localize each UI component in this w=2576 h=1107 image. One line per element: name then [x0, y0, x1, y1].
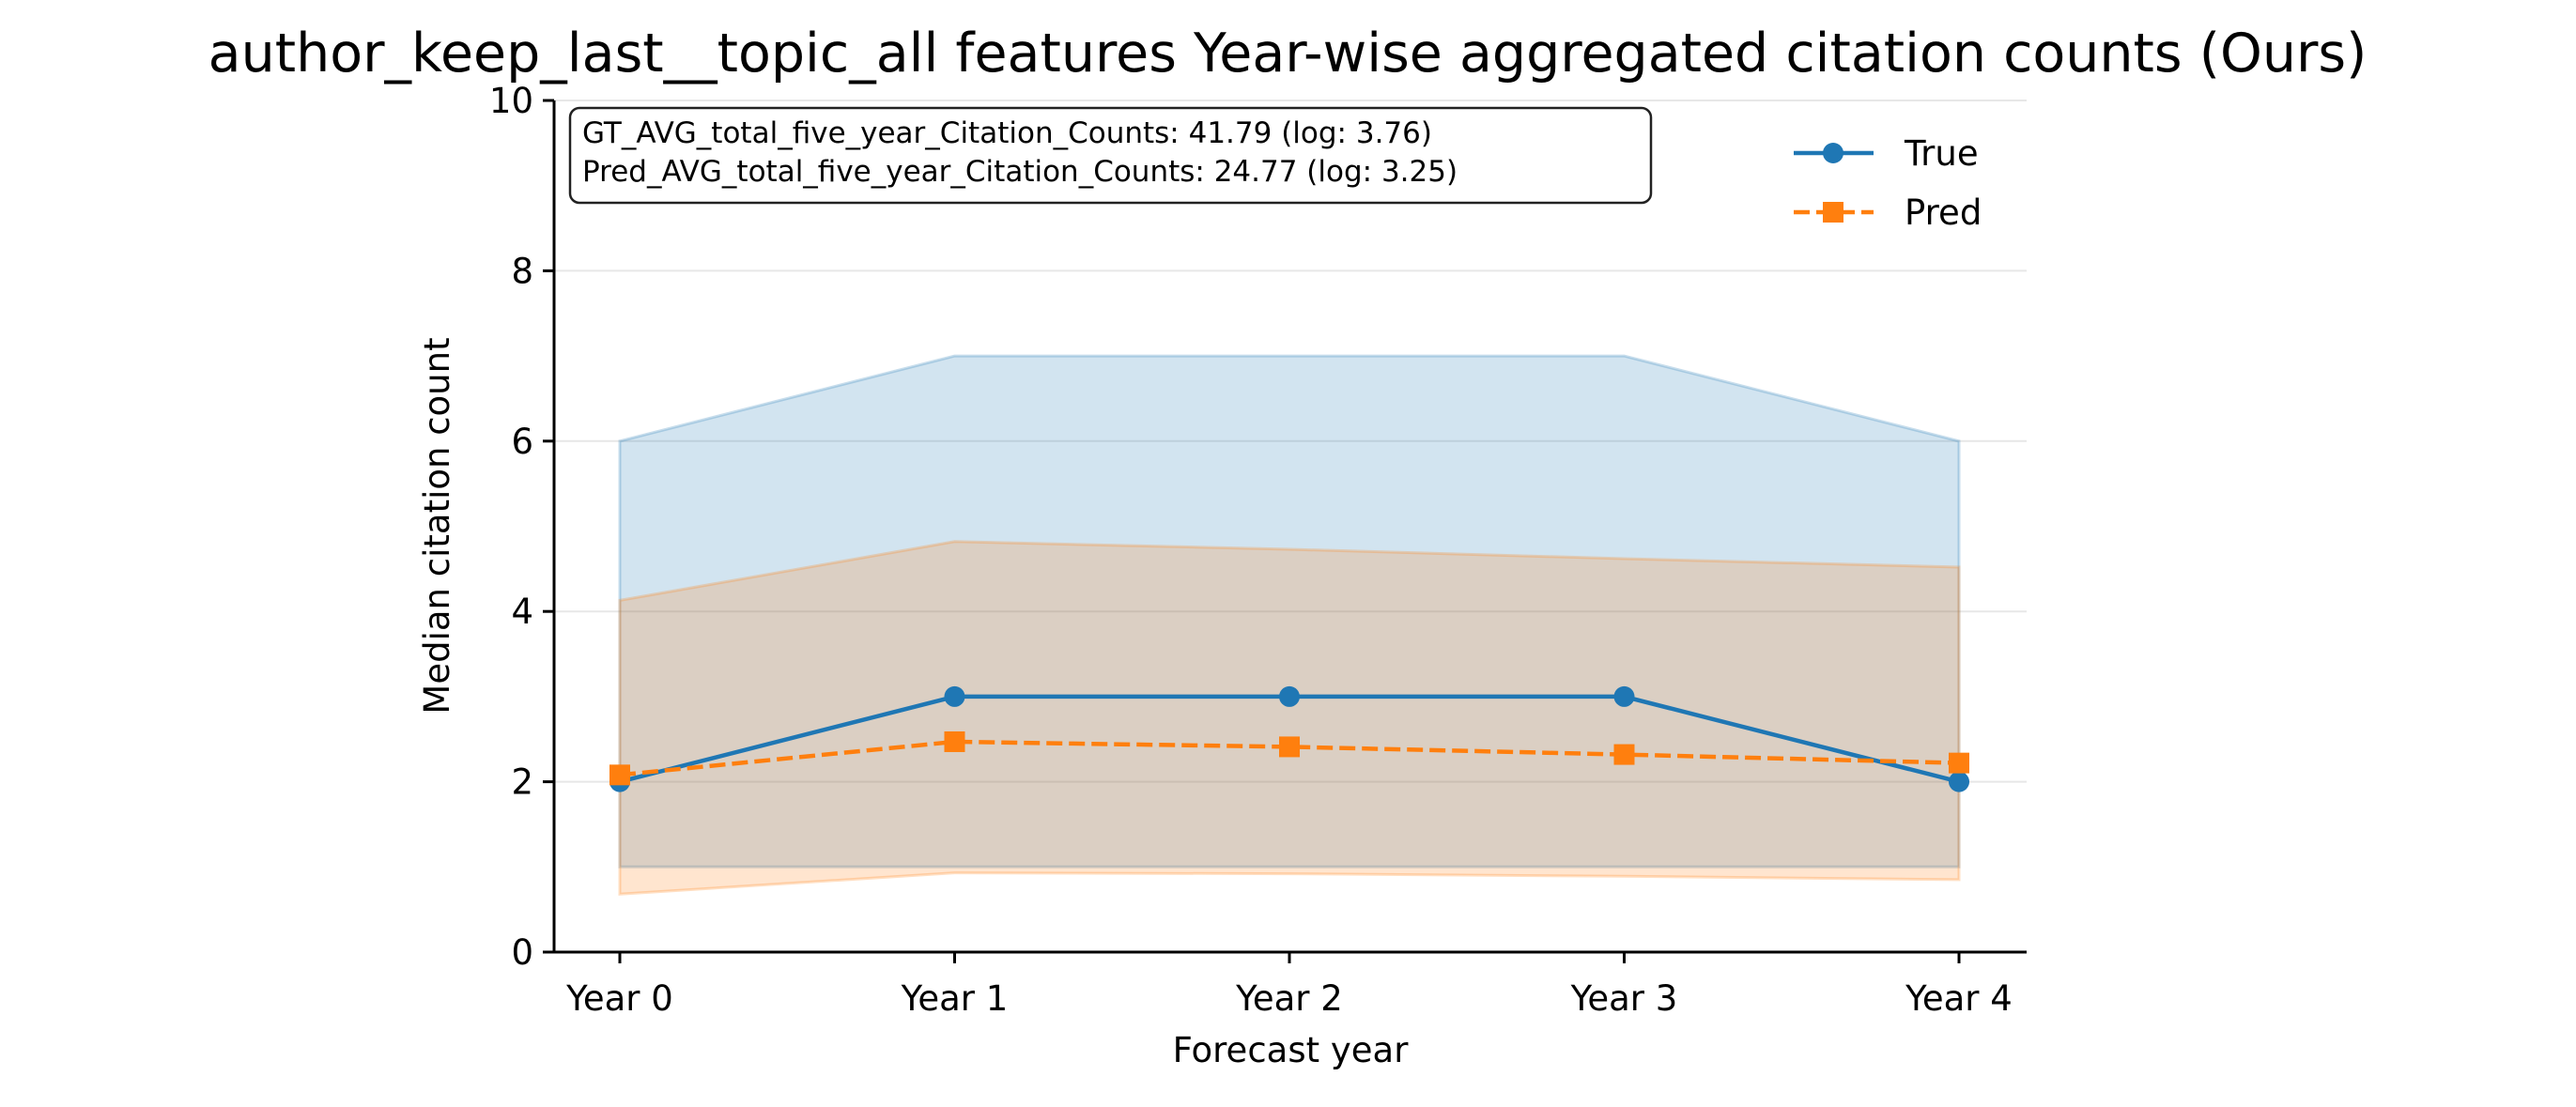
line-pred	[619, 739, 1960, 777]
x-tick-label: Year 0	[565, 978, 673, 1019]
point-pred	[609, 764, 630, 786]
y-tick-label: 8	[511, 251, 533, 291]
point-pred	[1279, 736, 1300, 758]
y-tick-label: 6	[511, 422, 533, 462]
y-ticks: 0 2 4 6 8 10	[489, 81, 554, 973]
band-pred	[618, 540, 1961, 896]
x-tick-label: Year 3	[1570, 978, 1678, 1019]
x-tick-label: Year 4	[1905, 978, 2013, 1019]
legend-label-pred: Pred	[1905, 192, 1982, 233]
y-axis-label: Median citation count	[417, 337, 457, 714]
legend-label-true: True	[1904, 133, 1979, 174]
chart-title: author_keep_last__topic_all features Yea…	[208, 23, 2368, 85]
stats-annotation-line-2: Pred_AVG_total_five_year_Citation_Counts…	[582, 155, 1458, 189]
x-tick-label: Year 2	[1235, 978, 1343, 1019]
point-pred	[944, 730, 965, 752]
x-axis-label: Forecast year	[1173, 1030, 1410, 1070]
legend-marker-pred	[1823, 202, 1843, 223]
grid-lines	[554, 100, 2027, 783]
y-tick-label: 4	[511, 592, 533, 632]
x-ticks: Year 0 Year 1 Year 2 Year 3 Year 4	[565, 952, 2013, 1019]
y-tick-label: 0	[511, 932, 533, 973]
stats-annotation-box	[568, 106, 1653, 205]
point-true	[1613, 685, 1635, 707]
y-tick-label: 10	[489, 81, 533, 121]
legend: True Pred	[1794, 133, 1982, 233]
point-true	[1279, 685, 1300, 707]
series-markers	[609, 685, 1969, 792]
point-pred	[1949, 752, 1969, 774]
point-true	[1949, 771, 1969, 792]
stats-annotation-line-1: GT_AVG_total_five_year_Citation_Counts: …	[582, 116, 1432, 150]
confidence-bands	[618, 354, 1961, 896]
stats-annotation: GT_AVG_total_five_year_Citation_Counts: …	[568, 106, 1653, 205]
point-pred	[1613, 744, 1635, 765]
point-true	[944, 685, 965, 707]
y-tick-label: 2	[511, 762, 533, 803]
legend-marker-true	[1823, 143, 1843, 163]
x-tick-label: Year 1	[901, 978, 1009, 1019]
